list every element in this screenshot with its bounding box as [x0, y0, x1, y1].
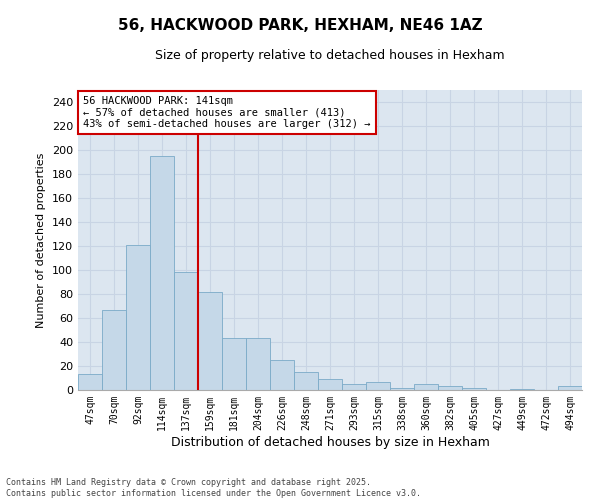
- Bar: [366, 382, 390, 390]
- Bar: [462, 388, 486, 390]
- X-axis label: Distribution of detached houses by size in Hexham: Distribution of detached houses by size …: [170, 436, 490, 448]
- Bar: [414, 384, 438, 390]
- Bar: [174, 272, 198, 390]
- Bar: [294, 372, 318, 390]
- Bar: [222, 338, 246, 390]
- Title: Size of property relative to detached houses in Hexham: Size of property relative to detached ho…: [155, 50, 505, 62]
- Bar: [198, 292, 222, 390]
- Text: 56, HACKWOOD PARK, HEXHAM, NE46 1AZ: 56, HACKWOOD PARK, HEXHAM, NE46 1AZ: [118, 18, 482, 32]
- Y-axis label: Number of detached properties: Number of detached properties: [37, 152, 46, 328]
- Bar: [438, 386, 462, 390]
- Bar: [318, 379, 342, 390]
- Bar: [78, 374, 102, 390]
- Bar: [102, 310, 126, 390]
- Text: 56 HACKWOOD PARK: 141sqm
← 57% of detached houses are smaller (413)
43% of semi-: 56 HACKWOOD PARK: 141sqm ← 57% of detach…: [83, 96, 371, 129]
- Bar: [150, 156, 174, 390]
- Bar: [390, 388, 414, 390]
- Bar: [126, 245, 150, 390]
- Bar: [510, 389, 534, 390]
- Bar: [246, 338, 270, 390]
- Text: Contains HM Land Registry data © Crown copyright and database right 2025.
Contai: Contains HM Land Registry data © Crown c…: [6, 478, 421, 498]
- Bar: [342, 384, 366, 390]
- Bar: [558, 386, 582, 390]
- Bar: [270, 360, 294, 390]
